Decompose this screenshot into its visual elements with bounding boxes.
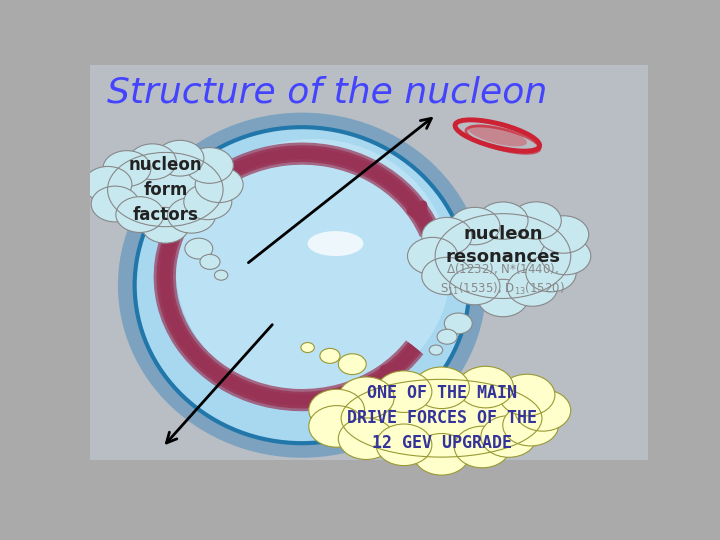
Circle shape xyxy=(422,218,472,255)
Circle shape xyxy=(478,279,528,317)
Circle shape xyxy=(338,377,394,418)
Circle shape xyxy=(116,197,164,232)
Circle shape xyxy=(309,389,364,431)
Circle shape xyxy=(478,202,528,239)
Circle shape xyxy=(84,166,132,202)
Ellipse shape xyxy=(307,231,364,256)
Circle shape xyxy=(309,406,364,447)
Circle shape xyxy=(454,426,510,468)
Circle shape xyxy=(450,267,500,305)
Ellipse shape xyxy=(107,152,223,227)
Ellipse shape xyxy=(176,139,451,398)
Circle shape xyxy=(444,313,472,334)
FancyBboxPatch shape xyxy=(90,65,648,460)
Circle shape xyxy=(429,345,443,355)
Circle shape xyxy=(526,254,576,292)
Ellipse shape xyxy=(118,113,486,458)
Text: ONE OF THE MAIN
DRIVE FORCES OF THE
12 GEV UPGRADE: ONE OF THE MAIN DRIVE FORCES OF THE 12 G… xyxy=(346,384,536,452)
Circle shape xyxy=(185,238,213,259)
Text: $\Delta$(1232), N*(1440),
S$_{11}$(1535), D$_{13}$(1520): $\Delta$(1232), N*(1440), S$_{11}$(1535)… xyxy=(441,261,565,297)
Circle shape xyxy=(414,367,469,409)
Circle shape xyxy=(91,186,139,222)
Circle shape xyxy=(511,202,562,239)
Circle shape xyxy=(499,374,555,416)
Circle shape xyxy=(320,348,340,363)
Circle shape xyxy=(195,167,243,202)
Ellipse shape xyxy=(135,127,469,443)
Circle shape xyxy=(185,147,233,183)
Ellipse shape xyxy=(468,125,527,146)
Ellipse shape xyxy=(435,214,571,299)
Circle shape xyxy=(301,342,315,353)
Circle shape xyxy=(168,198,215,233)
Circle shape xyxy=(200,254,220,269)
Circle shape xyxy=(215,270,228,280)
Circle shape xyxy=(503,404,559,446)
Text: nucleon
form
factors: nucleon form factors xyxy=(128,156,202,224)
Circle shape xyxy=(541,238,591,275)
Text: nucleon
resonances: nucleon resonances xyxy=(446,225,560,266)
Circle shape xyxy=(376,371,432,413)
Circle shape xyxy=(539,216,589,253)
Circle shape xyxy=(508,269,557,306)
Circle shape xyxy=(515,389,571,431)
Circle shape xyxy=(437,329,457,344)
Circle shape xyxy=(376,424,432,465)
Circle shape xyxy=(128,144,176,180)
Circle shape xyxy=(450,207,500,245)
Circle shape xyxy=(422,257,472,295)
Circle shape xyxy=(141,207,189,243)
Circle shape xyxy=(184,184,232,220)
Circle shape xyxy=(156,140,204,176)
Circle shape xyxy=(338,418,394,460)
Circle shape xyxy=(481,416,536,457)
Ellipse shape xyxy=(341,380,542,457)
Circle shape xyxy=(338,354,366,375)
Circle shape xyxy=(458,366,513,408)
Circle shape xyxy=(103,151,151,186)
Circle shape xyxy=(414,434,469,475)
Text: Structure of the nucleon: Structure of the nucleon xyxy=(107,75,547,109)
Circle shape xyxy=(408,238,458,275)
